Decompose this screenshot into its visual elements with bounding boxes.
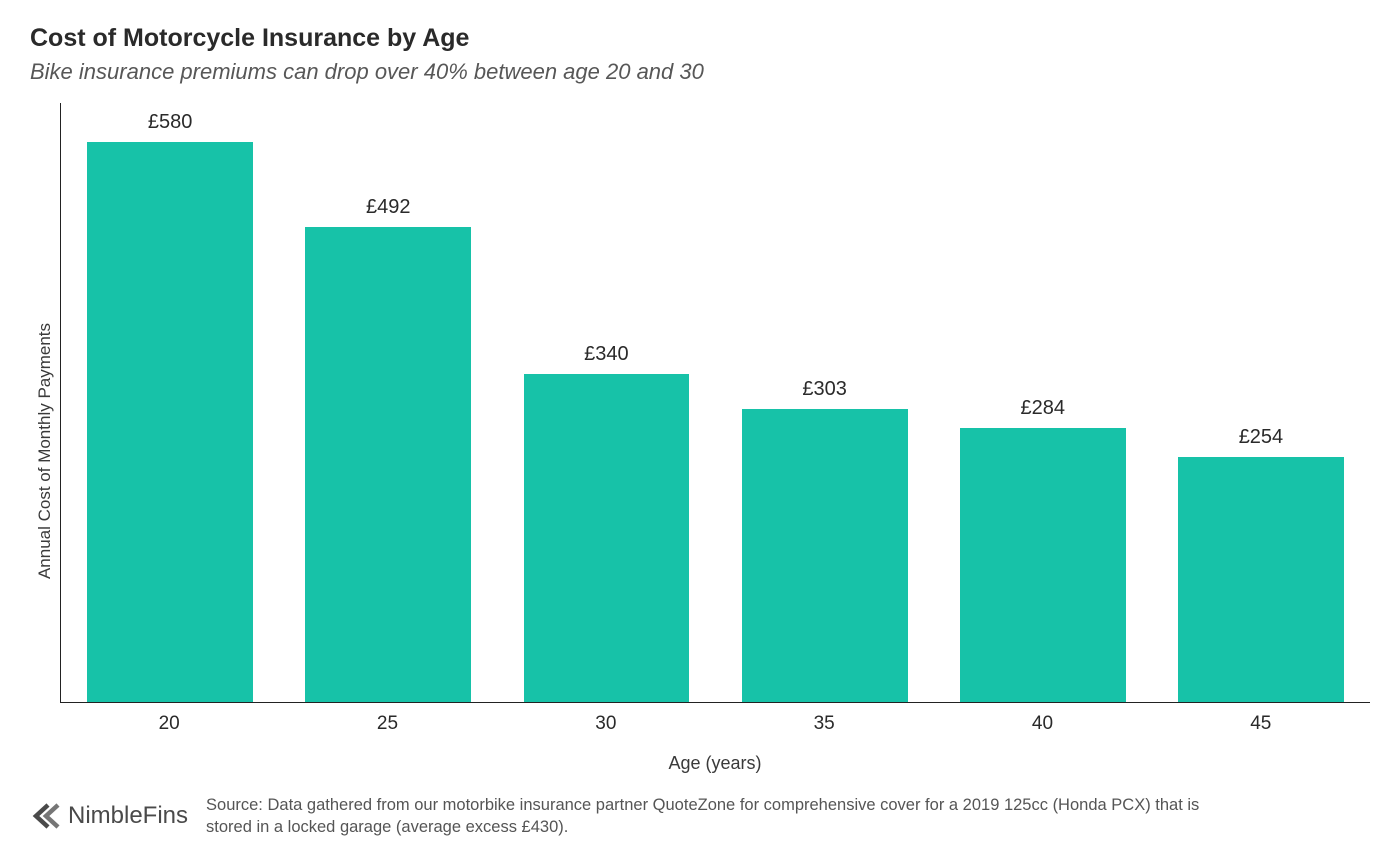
bar [1178,457,1344,702]
bar-value-label: £492 [366,196,411,219]
bar [960,428,1126,702]
bar [742,409,908,702]
y-axis-label-wrap: Annual Cost of Monthly Payments [30,103,60,703]
bar-value-label: £580 [148,111,193,134]
bar [524,374,690,702]
y-axis-label: Annual Cost of Monthly Payments [35,323,55,579]
source-attribution: Source: Data gathered from our motorbike… [206,794,1226,839]
logo-chevron-icon [30,803,60,829]
bar-value-label: £303 [802,378,847,401]
x-category-label: 35 [715,713,933,735]
brand-logo: NimbleFins [30,802,188,830]
bar-group: £284 [934,103,1152,702]
x-category-label: 20 [60,713,278,735]
bar [305,227,471,702]
x-axis-label: Age (years) [60,753,1370,774]
x-category-label: 45 [1152,713,1370,735]
bar-group: £492 [279,103,497,702]
bar [87,142,253,702]
chart-subtitle: Bike insurance premiums can drop over 40… [30,59,1370,85]
chart-title: Cost of Motorcycle Insurance by Age [30,24,1370,53]
bar-group: £254 [1152,103,1370,702]
x-category-label: 30 [497,713,715,735]
bar-value-label: £340 [584,343,629,366]
x-category-label: 25 [278,713,496,735]
logo-text: NimbleFins [68,802,188,830]
x-axis-categories: 202530354045 [60,713,1370,735]
bar-value-label: £284 [1021,397,1066,420]
bar-value-label: £254 [1239,426,1284,449]
chart-area: Annual Cost of Monthly Payments £580 £492… [30,103,1370,703]
bar-group: £580 [61,103,279,702]
bar-group: £303 [716,103,934,702]
plot-region: £580 £492 £340 £303 £284 £254 [60,103,1370,703]
bar-group: £340 [497,103,715,702]
x-category-label: 40 [933,713,1151,735]
chart-footer: NimbleFins Source: Data gathered from ou… [30,794,1370,839]
